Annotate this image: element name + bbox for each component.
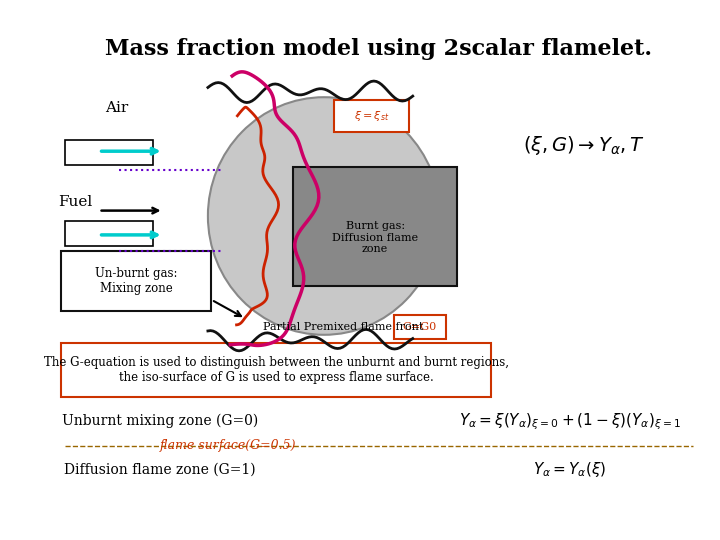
FancyBboxPatch shape (61, 251, 211, 310)
FancyBboxPatch shape (293, 167, 457, 286)
Text: Burnt gas:
Diffusion flame
zone: Burnt gas: Diffusion flame zone (332, 221, 418, 254)
Text: $\xi=\xi_{st}$: $\xi=\xi_{st}$ (354, 109, 390, 123)
Text: $Y_{\alpha} = Y_{\alpha}(\xi)$: $Y_{\alpha} = Y_{\alpha}(\xi)$ (533, 460, 606, 480)
Text: $(\xi, G) \rightarrow Y_{\alpha}, T$: $(\xi, G) \rightarrow Y_{\alpha}, T$ (523, 134, 644, 157)
Text: Partial Premixed flame front: Partial Premixed flame front (263, 322, 423, 332)
Text: The G-equation is used to distinguish between the unburnt and burnt regions,
the: The G-equation is used to distinguish be… (44, 356, 508, 384)
Text: Air: Air (106, 101, 129, 115)
Text: Un-burnt gas:
Mixing zone: Un-burnt gas: Mixing zone (95, 267, 177, 295)
Text: $Y_{\alpha} = \xi(Y_{\alpha})_{\xi=0} + (1-\xi)(Y_{\alpha})_{\xi=1}$: $Y_{\alpha} = \xi(Y_{\alpha})_{\xi=0} + … (459, 411, 681, 431)
Text: Fuel: Fuel (58, 195, 92, 210)
Text: Unburnt mixing zone (G=0): Unburnt mixing zone (G=0) (62, 414, 258, 428)
FancyBboxPatch shape (61, 343, 491, 397)
Bar (65, 140, 153, 165)
Text: Mass fraction model using 2scalar flamelet.: Mass fraction model using 2scalar flamel… (105, 38, 652, 60)
FancyBboxPatch shape (394, 315, 446, 339)
Text: G=G0: G=G0 (402, 322, 437, 332)
Text: flame surface(G=0.5): flame surface(G=0.5) (160, 439, 297, 452)
Text: Diffusion flame zone (G=1): Diffusion flame zone (G=1) (64, 463, 256, 477)
Bar (65, 221, 153, 246)
Ellipse shape (208, 97, 440, 335)
FancyBboxPatch shape (334, 100, 410, 132)
